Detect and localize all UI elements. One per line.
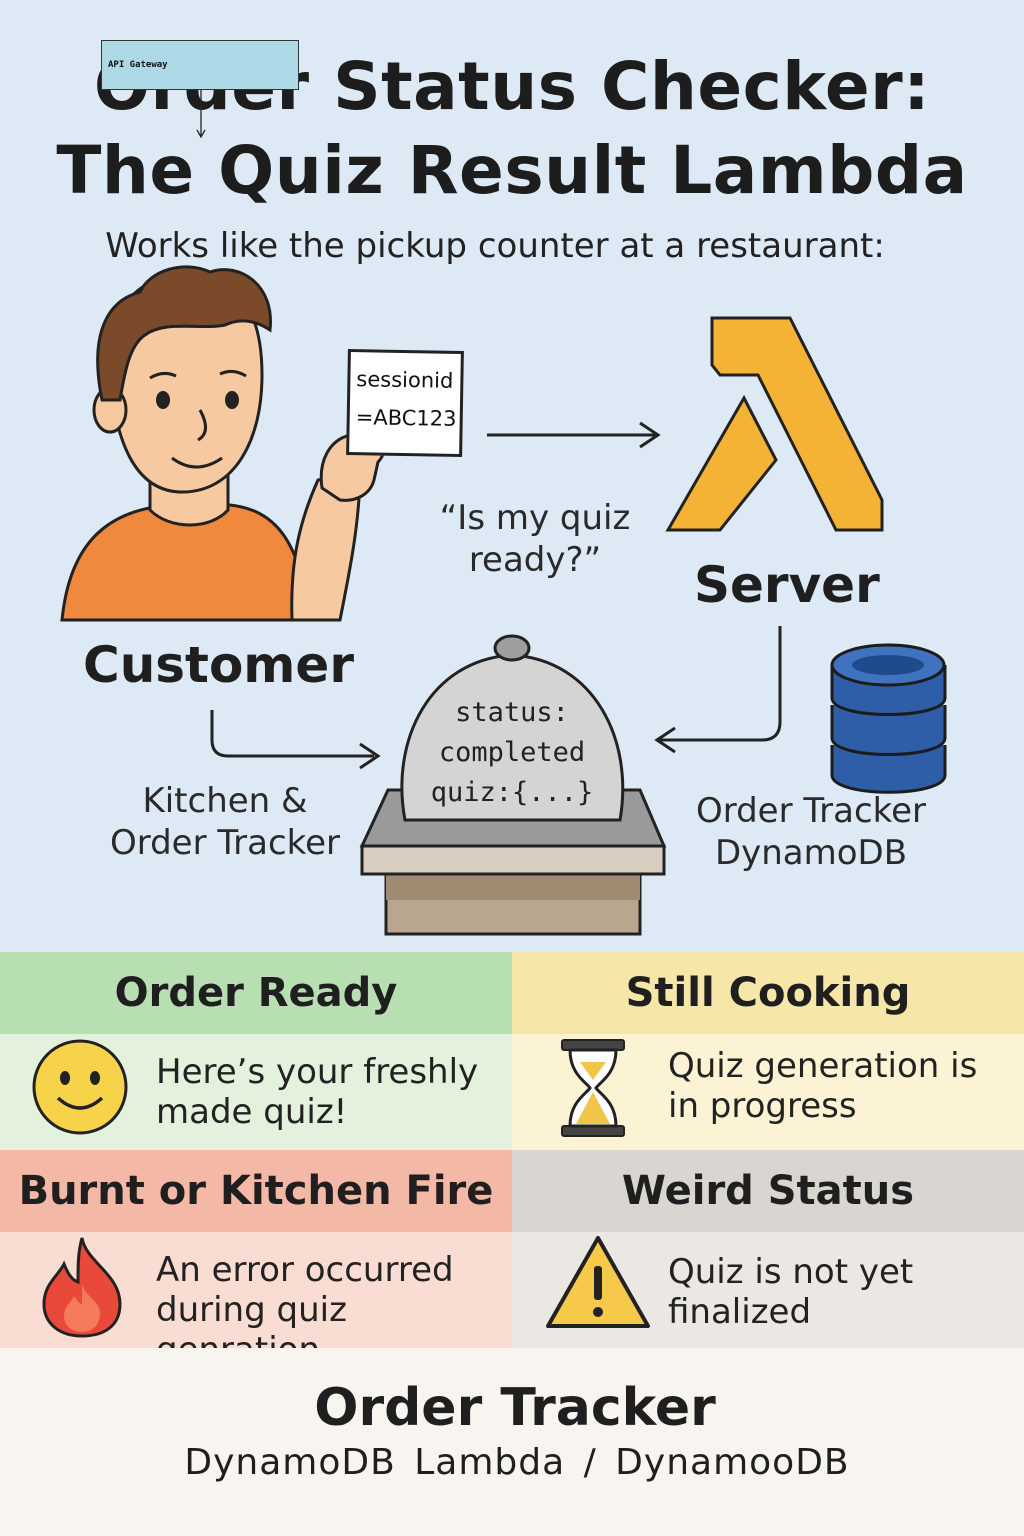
tracker-label-line1: Order Tracker (695, 791, 927, 831)
status-body: Here’s your freshly made quiz! (0, 1034, 512, 1150)
kitchen-label-line1: Kitchen & (142, 781, 308, 821)
status-description: An error occurred during quiz genration (156, 1250, 454, 1370)
status-description: Here’s your freshly made quiz! (156, 1052, 479, 1132)
cloche-icon (400, 634, 625, 822)
hourglass-icon (561, 1039, 625, 1137)
diagram-illustrations (60, 265, 947, 936)
status-description: Quiz generation is in progress (668, 1046, 978, 1126)
request-arrow (487, 421, 661, 449)
page-subtitle: Works like the pickup counter at a resta… (105, 226, 885, 266)
tracker-label-line2: DynamoDB (714, 833, 908, 873)
cloche-line3: quiz:{...} (430, 777, 594, 808)
status-title: Still Cooking (512, 952, 1024, 1034)
diagram-area: Order Status Checker: The Quiz Result La… (56, 40, 968, 936)
response-arrow (654, 626, 782, 754)
lambda-icon (665, 316, 884, 532)
cloche-line2: completed (438, 737, 586, 768)
hair-shape (96, 265, 272, 402)
status-still-cooking: Still Cooking Quiz generation is in prog… (512, 952, 1024, 1150)
status-title: Weird Status (512, 1150, 1024, 1232)
status-weird: Weird Status Quiz is not yet finalized (512, 1150, 1024, 1348)
status-description: Quiz is not yet finalized (668, 1252, 914, 1332)
customer-kitchen-arrow (210, 710, 381, 770)
ticket-line2: =ABC123 (355, 405, 457, 431)
smiley-icon (32, 1039, 128, 1135)
speech-bubble-text: “Is my quiz ready?” (439, 498, 631, 580)
session-ticket: sessionid =ABC123 (346, 348, 464, 458)
database-icon (830, 643, 947, 794)
footer-subtitle: DynamoDB Lambda / DynamooDB (184, 1442, 850, 1483)
server-label: Server (694, 556, 880, 614)
kitchen-label-line2: Order Tracker (109, 823, 341, 863)
ticket-line1: sessionid (356, 367, 454, 393)
status-burnt: Burnt or Kitchen Fire An error occurred … (0, 1150, 512, 1370)
mouth-shape (171, 456, 223, 469)
page-title-line2: The Quiz Result Lambda (56, 132, 968, 209)
fire-icon (42, 1237, 122, 1338)
nose-shape (197, 409, 207, 442)
tracker-label: Order Tracker DynamoDB (684, 790, 938, 874)
kitchen-label: Kitchen & Order Tracker (100, 780, 350, 864)
footer: Order Tracker DynamoDB Lambda / DynamooD… (0, 1348, 1024, 1536)
customer-figure (60, 265, 386, 622)
status-body: An error occurred during quiz genration (0, 1232, 512, 1370)
status-body: Quiz is not yet finalized (512, 1232, 1024, 1348)
status-order-ready: Order Ready Here’s your freshly made qui… (0, 952, 512, 1150)
status-body: Quiz generation is in progress (512, 1034, 1024, 1150)
status-title: Order Ready (0, 952, 512, 1034)
warning-icon (546, 1236, 650, 1328)
cloche-status-text: status: completed quiz:{...} (412, 693, 612, 813)
status-title: Burnt or Kitchen Fire (0, 1150, 512, 1232)
right-eye (225, 391, 239, 409)
footer-title: Order Tracker (314, 1378, 716, 1438)
left-eye (156, 391, 170, 409)
customer-label: Customer (83, 636, 354, 694)
cloche-line1: status: (455, 697, 569, 728)
api-gateway-box: API Gateway (101, 40, 299, 90)
down-arrow-icon (196, 90, 206, 139)
